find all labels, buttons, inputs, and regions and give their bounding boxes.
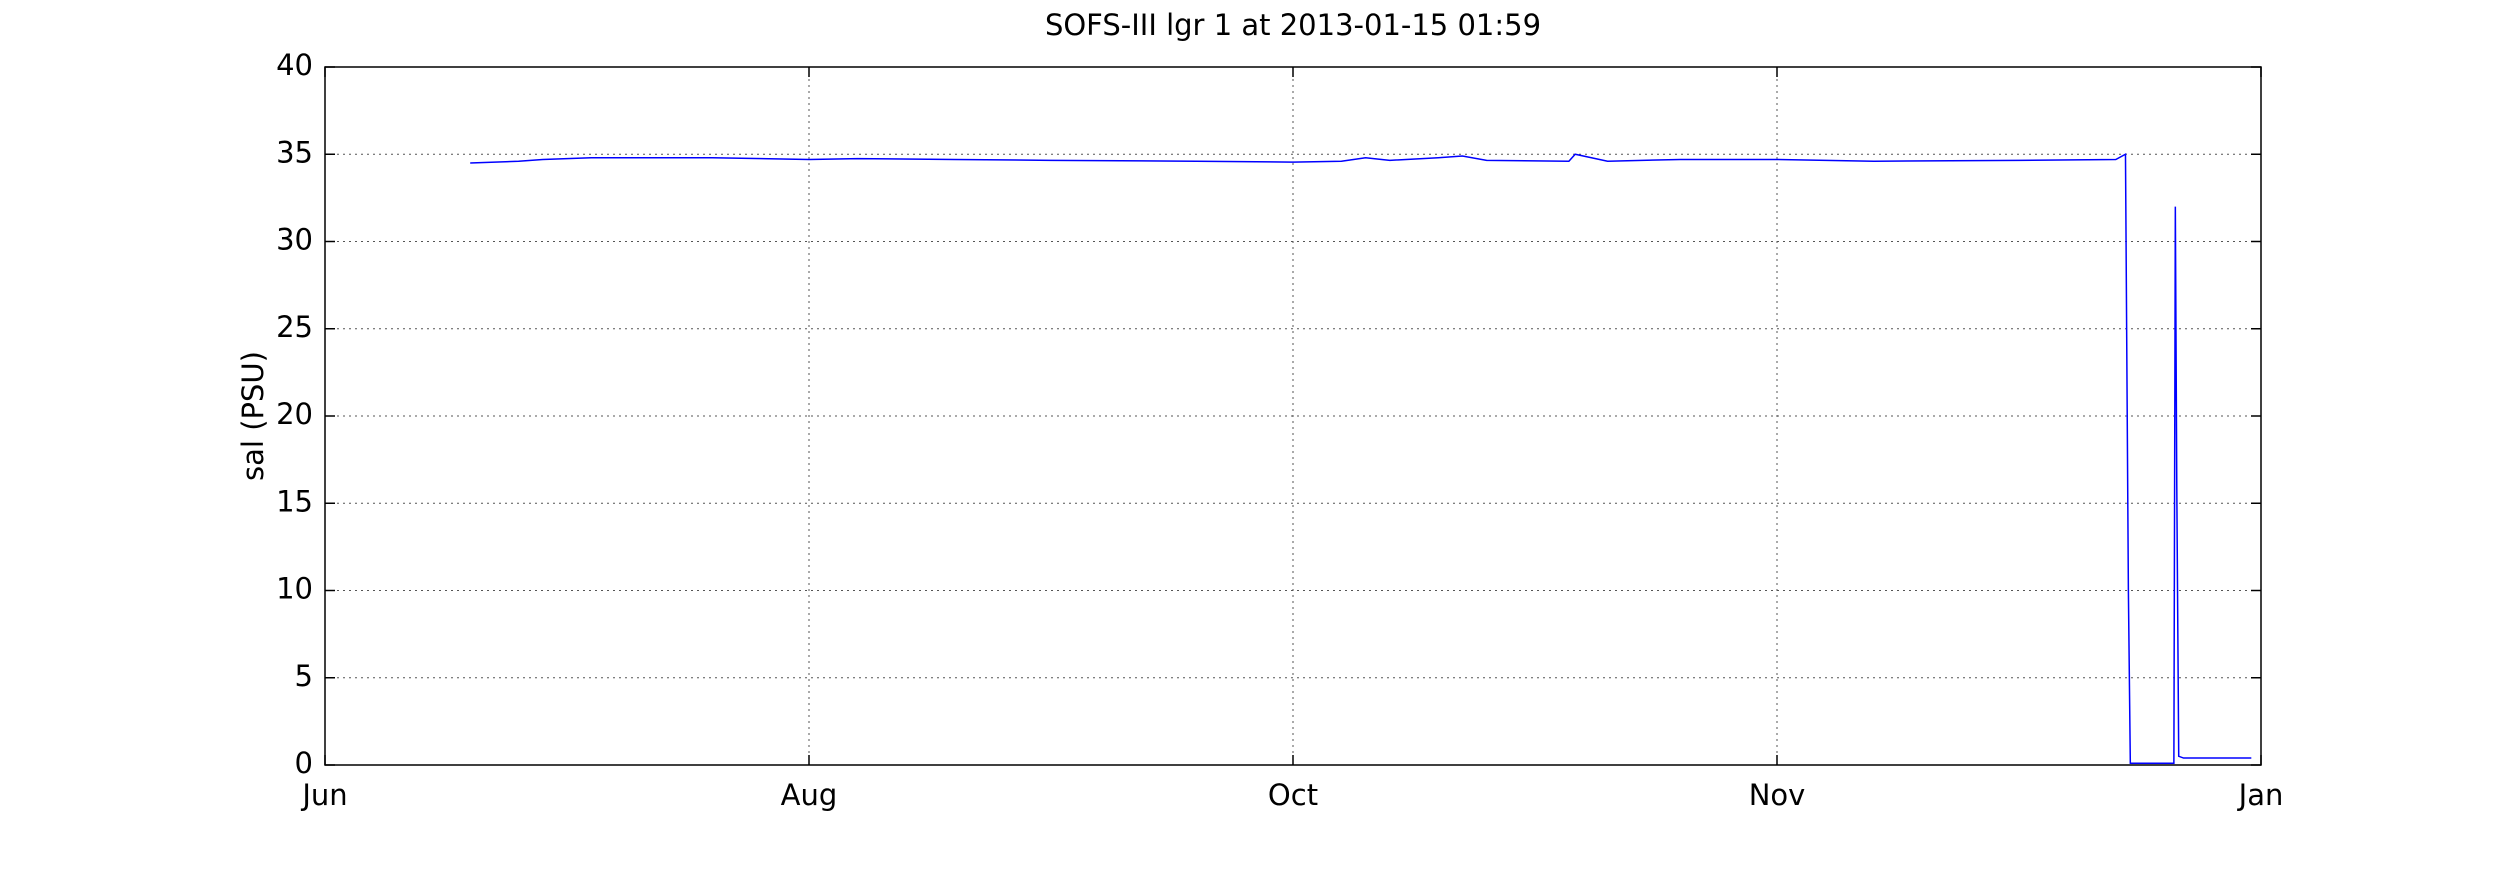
y-tick-label: 15 bbox=[276, 484, 313, 518]
data-line bbox=[470, 152, 2252, 765]
x-tick-label: Aug bbox=[781, 778, 838, 812]
y-tick-label: 40 bbox=[276, 48, 313, 82]
plot-frame bbox=[324, 66, 2262, 766]
chart-title: SOFS-III lgr 1 at 2013-01-15 01:59 bbox=[1045, 8, 1541, 42]
y-tick-label: 10 bbox=[276, 572, 313, 606]
x-tick-label: Oct bbox=[1268, 778, 1318, 812]
y-axis-label: sal (PSU) bbox=[236, 351, 270, 481]
y-tick-label: 0 bbox=[295, 746, 313, 780]
y-tick-label: 30 bbox=[276, 223, 313, 257]
y-tick-label: 20 bbox=[276, 397, 313, 431]
y-tick-label: 35 bbox=[276, 135, 313, 169]
y-tick-label: 25 bbox=[276, 310, 313, 344]
x-tick-label: Jun bbox=[300, 778, 347, 812]
y-tick-label: 5 bbox=[295, 659, 313, 693]
x-tick-label: Jan bbox=[2237, 778, 2284, 812]
x-tick-label: Nov bbox=[1749, 778, 1806, 812]
